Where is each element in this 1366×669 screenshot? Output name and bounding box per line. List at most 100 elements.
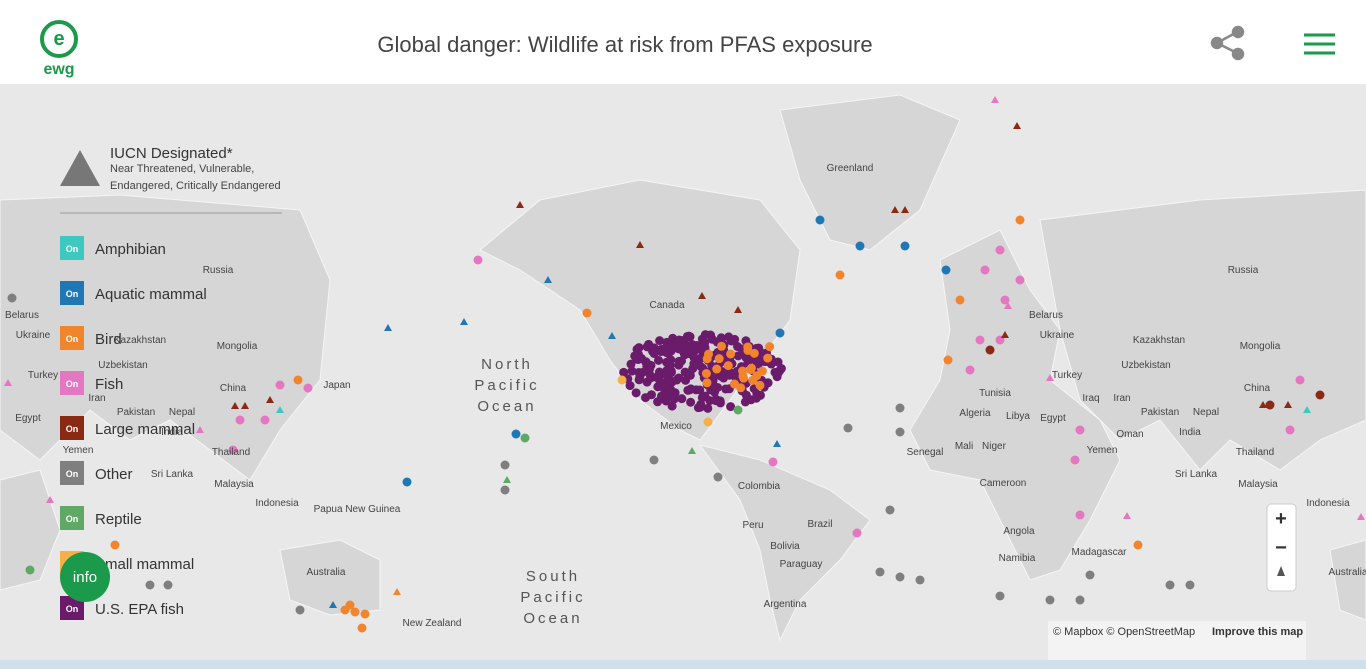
info-button[interactable] xyxy=(60,552,110,602)
marker xyxy=(726,349,736,359)
marker xyxy=(752,371,762,381)
marker xyxy=(701,369,711,379)
marker xyxy=(768,457,778,467)
marker xyxy=(815,215,825,225)
legend-toggle-label[interactable]: On xyxy=(66,244,79,254)
marker xyxy=(7,293,17,303)
marker xyxy=(666,385,676,395)
marker xyxy=(1045,595,1055,605)
marker xyxy=(835,270,845,280)
place-label: Japan xyxy=(323,380,350,391)
legend-toggle-label[interactable]: On xyxy=(66,604,79,614)
marker xyxy=(653,355,663,365)
ocean-label: North xyxy=(481,356,533,373)
marker xyxy=(1303,406,1311,413)
place-label: Yemen xyxy=(63,445,94,456)
legend-item: Reptile xyxy=(95,511,142,528)
legend-toggle-label[interactable]: On xyxy=(66,379,79,389)
legend-toggle[interactable] xyxy=(60,506,84,530)
place-label: Brazil xyxy=(807,519,832,530)
place-label: Pakistan xyxy=(117,407,155,418)
marker xyxy=(852,528,862,538)
marker xyxy=(891,206,899,213)
marker xyxy=(693,403,703,413)
legend-item: Bird xyxy=(95,331,122,348)
place-label: Angola xyxy=(1003,526,1035,537)
marker xyxy=(915,575,925,585)
marker xyxy=(266,396,274,403)
place-label: Canada xyxy=(649,300,684,311)
info-label[interactable]: info xyxy=(73,569,97,586)
improve-link[interactable]: Improve this map xyxy=(1212,626,1303,638)
marker xyxy=(1001,331,1009,338)
marker xyxy=(689,352,699,362)
marker xyxy=(741,390,751,400)
marker xyxy=(749,348,759,358)
place-label: Russia xyxy=(203,265,234,276)
marker xyxy=(1295,375,1305,385)
place-label: Turkey xyxy=(1052,370,1082,381)
marker xyxy=(1075,595,1085,605)
marker xyxy=(843,423,853,433)
marker xyxy=(1357,513,1365,520)
marker xyxy=(516,201,524,208)
legend: On Amphibian On Aquatic mammal On Bird On Fish O… xyxy=(60,236,207,620)
marker xyxy=(901,206,909,213)
place-label: Senegal xyxy=(907,447,944,458)
legend-toggle-label[interactable]: On xyxy=(66,334,79,344)
menu-button[interactable] xyxy=(1304,33,1335,55)
legend-toggle[interactable] xyxy=(60,461,84,485)
marker xyxy=(1013,122,1021,129)
marker xyxy=(503,476,511,483)
share-button[interactable] xyxy=(1210,25,1245,61)
marker xyxy=(276,406,284,413)
place-labels: Greenland Russia Russia Canada Belarus Ukrain… xyxy=(5,163,1366,629)
marker xyxy=(655,336,665,346)
compass[interactable] xyxy=(1277,566,1285,576)
place-label: Uzbekistan xyxy=(1121,360,1170,371)
logo[interactable]: ewg xyxy=(43,61,74,78)
marker xyxy=(582,308,592,318)
marker xyxy=(674,335,684,345)
legend-toggle-label[interactable]: On xyxy=(66,289,79,299)
place-label: China xyxy=(220,383,247,394)
place-label: Kazakhstan xyxy=(114,335,166,346)
marker xyxy=(895,403,905,413)
zoom-in[interactable]: + xyxy=(1275,508,1287,530)
marker xyxy=(752,356,762,366)
marker xyxy=(1259,401,1267,408)
marker xyxy=(686,397,696,407)
marker xyxy=(1265,400,1275,410)
marker xyxy=(743,342,753,352)
place-label: Thailand xyxy=(212,447,250,458)
markers xyxy=(4,96,1365,633)
legend-toggle-label[interactable]: On xyxy=(66,424,79,434)
marker xyxy=(716,371,726,381)
legend-toggle-label[interactable]: On xyxy=(66,514,79,524)
marker xyxy=(995,245,1005,255)
place-label: Kazakhstan xyxy=(1133,335,1185,346)
marker xyxy=(1315,390,1325,400)
marker xyxy=(674,360,684,370)
marker xyxy=(630,351,640,361)
marker xyxy=(649,348,659,358)
marker xyxy=(635,372,645,382)
place-label: Algeria xyxy=(959,408,991,419)
marker xyxy=(712,364,722,374)
legend-toggle[interactable] xyxy=(60,236,84,260)
legend-toggle[interactable] xyxy=(60,326,84,350)
marker xyxy=(714,354,724,364)
zoom-out[interactable]: − xyxy=(1275,537,1287,559)
logo-mark[interactable] xyxy=(40,20,78,58)
marker xyxy=(631,388,641,398)
marker xyxy=(402,477,412,487)
marker xyxy=(357,623,367,633)
legend-toggle[interactable] xyxy=(60,281,84,305)
place-label: Mali xyxy=(955,441,973,452)
legend-toggle-label[interactable]: On xyxy=(66,469,79,479)
legend-toggle[interactable] xyxy=(60,371,84,395)
legend-toggle[interactable] xyxy=(60,416,84,440)
marker xyxy=(955,295,965,305)
